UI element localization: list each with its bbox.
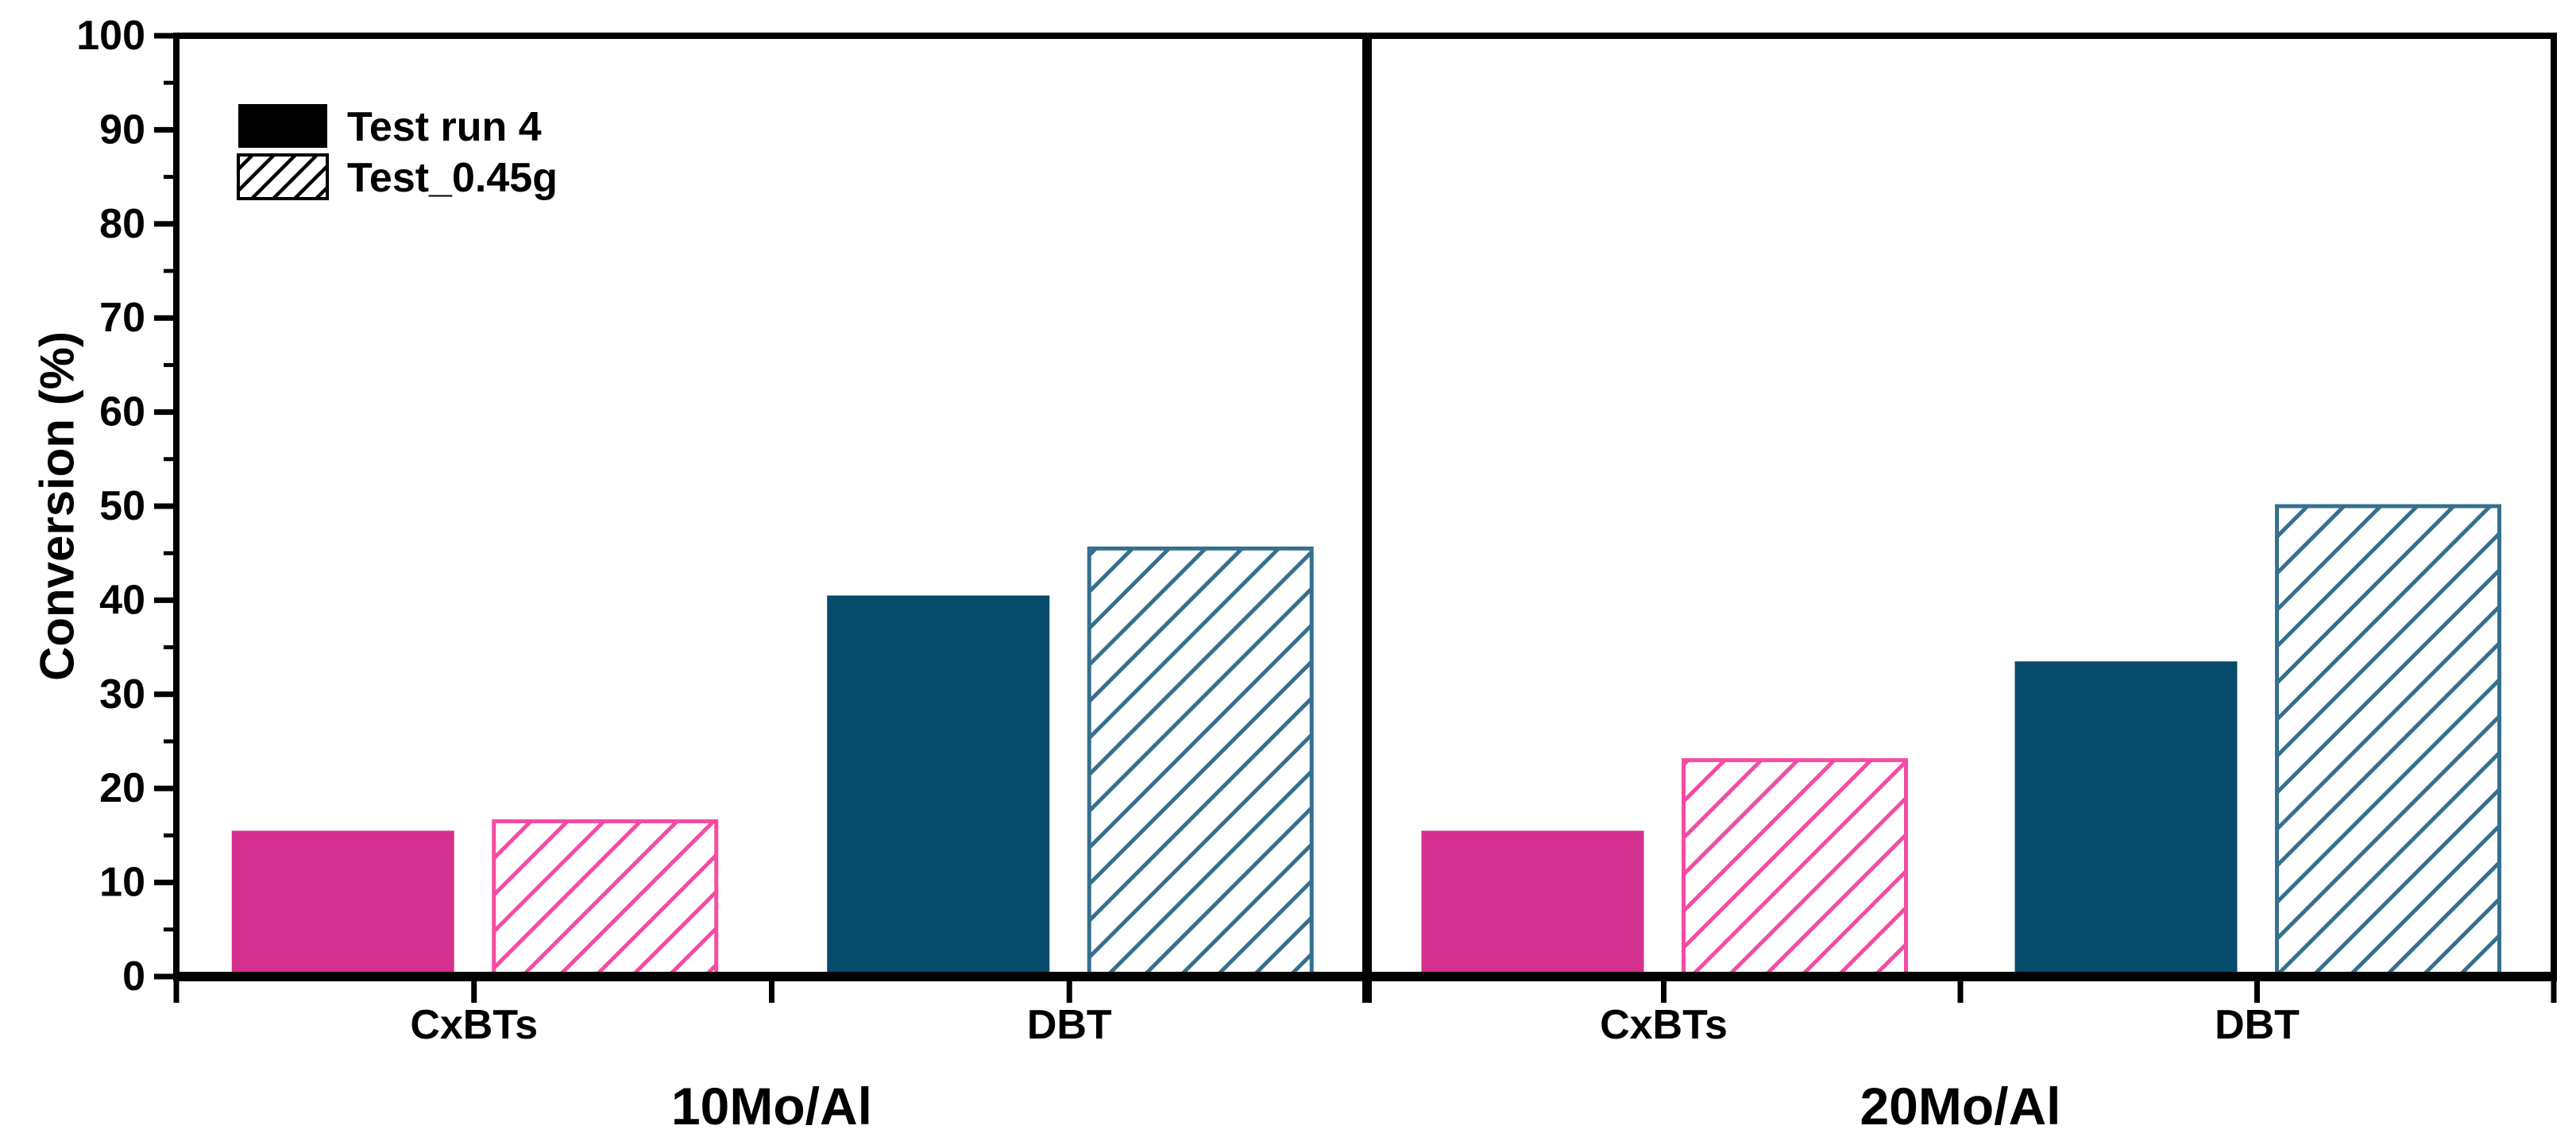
y-tick-label-20: 20 (99, 765, 145, 811)
legend-item-test-run-4: Test run 4 (238, 104, 542, 150)
panel-title-20mo-al: 20Mo/Al (1860, 1077, 2060, 1135)
bar-10mo-al-cxbts-test-0-45g (492, 819, 719, 979)
legend: Test run 4 Test_0.45g (237, 104, 558, 201)
y-tick-label-10: 10 (99, 860, 145, 906)
bar-10mo-al-dbt-test-run-4 (827, 595, 1050, 977)
legend-swatch-test-0-45g (237, 153, 329, 200)
y-tick-label-40: 40 (99, 577, 145, 623)
y-tick-label-100: 100 (76, 13, 145, 59)
y-tick-label-90: 90 (99, 106, 145, 153)
y-tick-label-50: 50 (99, 483, 145, 529)
y-axis-title: Conversion (%) (31, 331, 84, 681)
y-tick-label-80: 80 (99, 201, 145, 247)
x-tick-label-dbt: DBT (2215, 1002, 2300, 1048)
bar-10mo-al-dbt-test-0-45g (1087, 546, 1314, 979)
bar-20mo-al-cxbts-test-run-4 (1421, 830, 1644, 977)
panel-title-10mo-al: 10Mo/Al (671, 1077, 872, 1135)
bar-20mo-al-dbt-test-run-4 (2014, 661, 2238, 977)
bar-20mo-al-dbt-test-0-45g (2275, 504, 2501, 979)
y-tick-label-30: 30 (99, 671, 145, 718)
x-tick-label-cxbts: CxBTs (1600, 1002, 1728, 1048)
y-tick-label-70: 70 (99, 295, 145, 341)
legend-label-test-0-45g: Test_0.45g (347, 155, 558, 201)
panel-20mo-al: CxBTs DBT 20Mo/Al (1421, 504, 2501, 1135)
panel-10mo-al: CxBTs DBT 10Mo/Al (231, 546, 1314, 1135)
legend-label-test-run-4: Test run 4 (347, 104, 542, 150)
y-axis: 0 10 20 30 40 50 60 70 80 90 100 (76, 13, 176, 1000)
bar-20mo-al-cxbts-test-0-45g (1682, 758, 1908, 979)
x-axis (173, 977, 2557, 1003)
x-tick-label-cxbts: CxBTs (410, 1002, 538, 1048)
legend-item-test-0-45g: Test_0.45g (237, 153, 558, 201)
legend-swatch-test-run-4 (238, 104, 327, 148)
y-tick-label-0: 0 (122, 954, 145, 1000)
y-tick-label-60: 60 (99, 389, 145, 435)
x-tick-label-dbt: DBT (1027, 1002, 1112, 1048)
bar-10mo-al-cxbts-test-run-4 (231, 830, 454, 977)
